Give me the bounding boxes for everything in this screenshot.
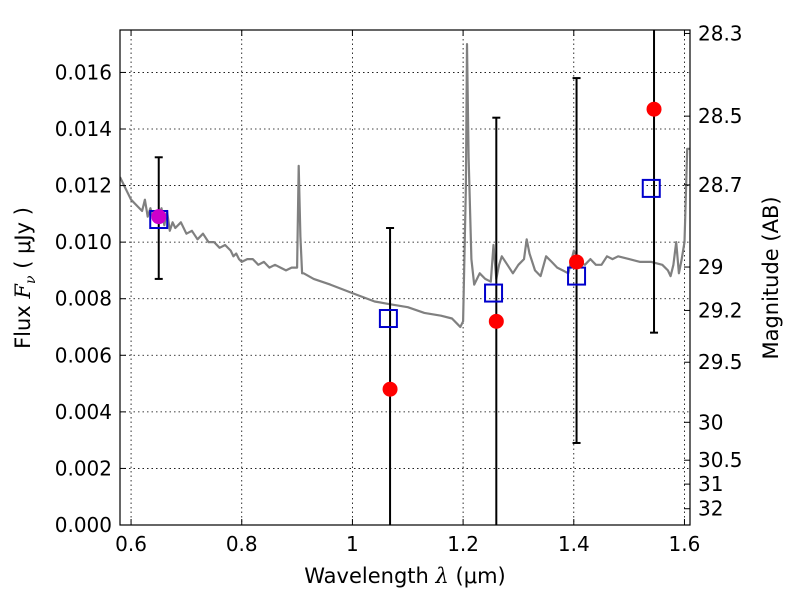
observed-flux-point xyxy=(382,381,398,397)
magnitude-tick-label: 31 xyxy=(698,472,723,496)
y-tick-label: 0.002 xyxy=(55,456,112,480)
y-tick-label: 0.004 xyxy=(55,400,112,424)
magnitude-tick-label: 28.5 xyxy=(698,104,743,128)
y-tick-label: 0.016 xyxy=(55,60,112,84)
y-tick-label: 0.014 xyxy=(55,117,112,141)
model-photometry-square xyxy=(378,309,398,329)
magnitude-tick-label: 30.5 xyxy=(698,448,743,472)
y-tick-label: 0.006 xyxy=(55,343,112,367)
magnitude-axis-label: Magnitude (AB) xyxy=(759,196,783,359)
y-tick-label: 0.010 xyxy=(55,230,112,254)
x-tick-label: 0.6 xyxy=(115,532,147,556)
magnitude-tick-label: 30 xyxy=(698,410,723,434)
x-tick-label: 1 xyxy=(346,532,359,556)
x-tick-label: 0.8 xyxy=(226,532,258,556)
axis-ticks: 0.6 0.8 1 1.2 1.4 1.6 0.000 0.002 0.004 0.006 0.00… xyxy=(55,21,743,556)
y-tick-label: 0.012 xyxy=(55,174,112,198)
observed-flux-point xyxy=(151,209,167,225)
plot-background xyxy=(120,30,690,525)
y-axis-label: Flux Fν ( μJy ) xyxy=(11,207,39,349)
x-tick-label: 1.6 xyxy=(669,532,701,556)
model-photometry-square xyxy=(641,178,661,198)
observed-flux-point xyxy=(569,254,585,270)
magnitude-tick-label: 28.3 xyxy=(698,21,743,45)
x-tick-label: 1.2 xyxy=(447,532,479,556)
x-tick-label: 1.4 xyxy=(558,532,590,556)
data-layer xyxy=(120,30,690,525)
spectrum-line xyxy=(120,42,690,329)
magnitude-tick-label: 28.7 xyxy=(698,173,743,197)
observed-flux-point xyxy=(646,101,662,117)
magnitude-tick-label: 32 xyxy=(698,497,723,521)
plot-frame xyxy=(119,29,691,526)
observed-flux-point xyxy=(488,313,504,329)
model-photometry-square xyxy=(484,283,504,303)
magnitude-tick-label: 29 xyxy=(698,255,723,279)
x-axis-label: Wavelength λ (μm) xyxy=(304,564,505,588)
magnitude-tick-label: 29.2 xyxy=(698,298,743,322)
y-tick-label: 0.000 xyxy=(55,513,112,537)
y-tick-label: 0.008 xyxy=(55,287,112,311)
magnitude-tick-label: 29.5 xyxy=(698,350,743,374)
